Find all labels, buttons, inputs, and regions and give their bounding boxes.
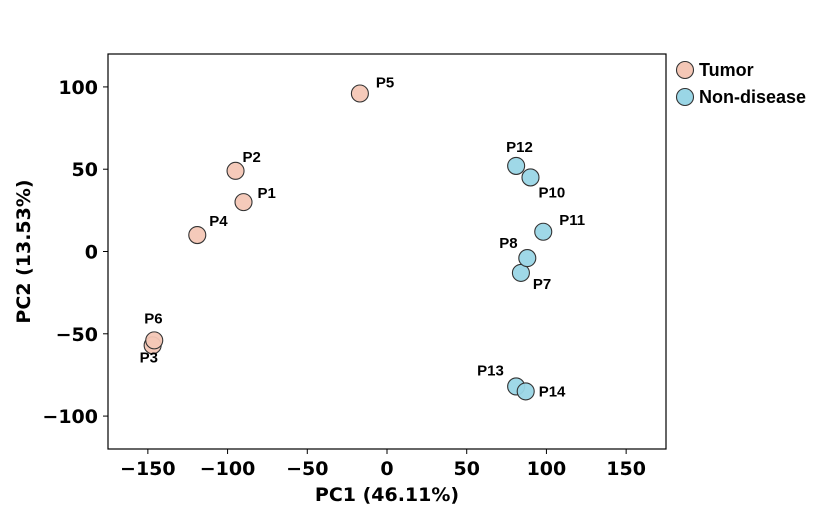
x-tick-label: 50 (453, 458, 479, 480)
point-label-p7: P7 (533, 276, 551, 293)
legend-label-0: Tumor (699, 60, 754, 80)
point-p12 (507, 156, 526, 175)
y-tick-label: −100 (42, 406, 98, 428)
point-label-p10: P10 (538, 184, 565, 201)
point-p1 (234, 193, 253, 212)
y-axis-label: PC2 (13.53%) (13, 179, 35, 323)
point-p6 (145, 331, 164, 350)
x-axis-label: PC1 (46.11%) (315, 484, 459, 506)
x-tick-label: −150 (120, 458, 176, 480)
point-p8 (518, 249, 537, 268)
y-tick-label: 50 (72, 159, 98, 181)
point-p2 (226, 161, 245, 180)
x-tick-label: −50 (286, 458, 328, 480)
point-label-p4: P4 (209, 213, 228, 230)
point-p11 (534, 222, 553, 241)
y-tick-label: −50 (56, 324, 98, 346)
point-label-p11: P11 (559, 212, 585, 229)
point-label-p2: P2 (243, 149, 261, 166)
plot-layer: P1 P2 P3 P4 P5 P6 P7 P8 P10 P11 P12 P13 P14 (140, 75, 585, 401)
plot-frame (107, 53, 667, 450)
point-label-p3: P3 (140, 349, 158, 366)
point-label-p12: P12 (506, 139, 533, 156)
point-p4 (188, 225, 207, 245)
x-tick-label: 100 (527, 458, 567, 480)
y-tick-label: 0 (85, 242, 98, 264)
x-tick-label: −100 (200, 458, 256, 480)
legend-marker-1 (675, 87, 695, 107)
legend: Tumor Non-disease (675, 60, 806, 107)
point-label-p14: P14 (539, 383, 566, 400)
point-p10 (521, 168, 540, 187)
point-p5 (350, 84, 369, 103)
point-p14 (516, 382, 535, 401)
point-label-p5: P5 (376, 75, 394, 92)
point-label-p13: P13 (477, 362, 504, 379)
y-tick-label: 100 (58, 77, 98, 99)
x-tick-label: 150 (606, 458, 646, 480)
point-label-p6: P6 (144, 310, 162, 327)
legend-label-1: Non-disease (699, 87, 806, 107)
x-tick-label: 0 (380, 458, 393, 480)
point-label-p1: P1 (258, 185, 276, 202)
legend-marker-0 (675, 60, 695, 80)
axes-layer: −150 −100 −50 0 50 100 150 100 50 0 −50 −100 (42, 53, 667, 480)
point-label-p8: P8 (499, 235, 517, 252)
